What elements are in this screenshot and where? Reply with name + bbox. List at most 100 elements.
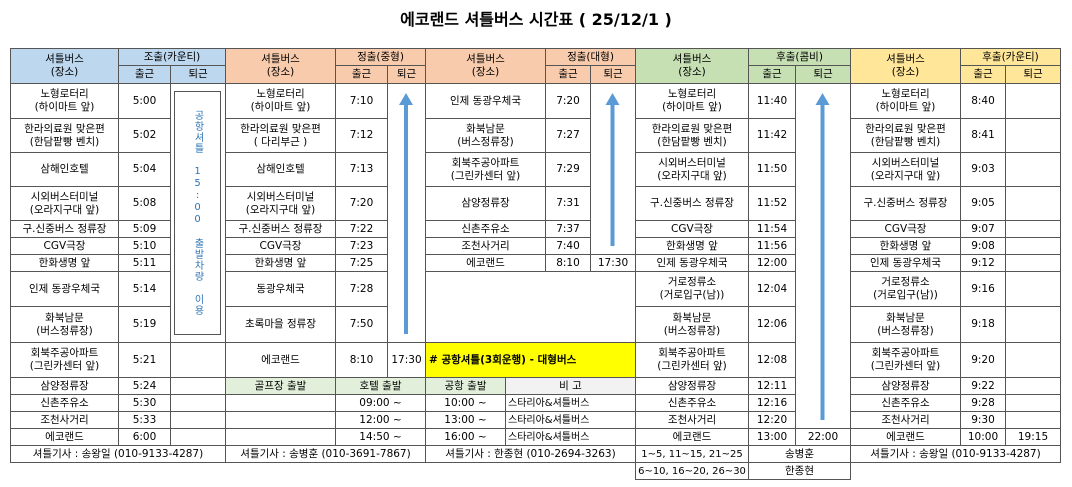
stop: 회북주공아파트 (그린카센터 앞) bbox=[10, 342, 119, 378]
driver-name: 송병훈 bbox=[748, 445, 851, 463]
stop: 화북남문 (버스정류장) bbox=[635, 306, 749, 343]
stop: 시외버스터미널 (오라지구대 앞) bbox=[10, 186, 119, 221]
shift-header: 후출(카운티) bbox=[960, 48, 1061, 66]
start-time: 8:10 bbox=[545, 254, 591, 272]
start-time: 5:00 bbox=[118, 83, 171, 119]
stop: CGV극장 bbox=[10, 237, 119, 255]
end-time bbox=[1005, 220, 1061, 238]
start-time: 11:42 bbox=[748, 118, 796, 153]
end-time bbox=[170, 342, 226, 378]
end-header: 퇴근 bbox=[795, 65, 851, 84]
start-time: 5:10 bbox=[118, 237, 171, 255]
stop-header: 셔틀버스 (장소) bbox=[10, 48, 119, 84]
start-time: 12:06 bbox=[748, 306, 796, 343]
start-time: 12:08 bbox=[748, 342, 796, 378]
end-time bbox=[170, 377, 226, 395]
start-time: 9:20 bbox=[960, 342, 1006, 378]
shift-header: 정출(중형) bbox=[335, 48, 426, 66]
sub-header: 공항 출발 bbox=[425, 377, 506, 395]
start-header: 출근 bbox=[748, 65, 796, 84]
stop: 회북주공아파트 (그린카센터 앞) bbox=[425, 152, 546, 187]
start-header: 출근 bbox=[960, 65, 1006, 84]
start-time: 7:10 bbox=[335, 83, 388, 119]
shift-header: 후출(콤비) bbox=[748, 48, 851, 66]
start-time: 7:23 bbox=[335, 237, 388, 255]
start-time: 6:00 bbox=[118, 428, 171, 446]
start-time: 7:50 bbox=[335, 306, 388, 343]
start-time: 5:09 bbox=[118, 220, 171, 238]
stop: 에코랜드 bbox=[425, 254, 546, 272]
sub-time: 09:00 ~ bbox=[335, 394, 426, 412]
start-time: 13:00 bbox=[748, 428, 796, 446]
stop: 한라의료원 맞은편 (한담팥빵 벤치) bbox=[10, 118, 119, 153]
start-time: 5:11 bbox=[118, 254, 171, 272]
stop: 구.신중버스 정류장 bbox=[635, 186, 749, 221]
notice: # 공항셔틀(3회운행) - 대형버스 bbox=[425, 342, 636, 378]
stop: 노형로터리 (하이마트 앞) bbox=[635, 83, 749, 119]
end-time bbox=[1005, 186, 1061, 221]
start-time: 7:29 bbox=[545, 152, 591, 187]
sub-blank bbox=[225, 394, 336, 412]
stop: 에코랜드 bbox=[850, 428, 961, 446]
sub-header: 호텔 출발 bbox=[335, 377, 426, 395]
stop: 신촌주유소 bbox=[635, 394, 749, 412]
start-time: 11:52 bbox=[748, 186, 796, 221]
stop: 시외버스터미널 (오라지구대 앞) bbox=[225, 186, 336, 221]
sub-remark: 스타리아&셔틀버스 bbox=[505, 428, 636, 446]
stop: 삼양정류장 bbox=[10, 377, 119, 395]
end-header: 퇴근 bbox=[1005, 65, 1061, 84]
start-time: 7:28 bbox=[335, 271, 388, 307]
start-time: 5:04 bbox=[118, 152, 171, 187]
start-time: 5:24 bbox=[118, 377, 171, 395]
end-time bbox=[170, 428, 226, 446]
start-time: 7:22 bbox=[335, 220, 388, 238]
end-time: 17:30 bbox=[387, 342, 426, 378]
shift-header: 정출(대형) bbox=[545, 48, 636, 66]
start-time: 5:21 bbox=[118, 342, 171, 378]
end-merged bbox=[795, 83, 851, 429]
stop: 삼양정류장 bbox=[635, 377, 749, 395]
start-time: 9:30 bbox=[960, 411, 1006, 429]
start-time: 11:40 bbox=[748, 83, 796, 119]
stop: 노형로터리 (하이마트 앞) bbox=[225, 83, 336, 119]
start-time: 5:14 bbox=[118, 271, 171, 307]
start-time: 8:40 bbox=[960, 83, 1006, 119]
end-merged bbox=[387, 83, 426, 343]
sub-remark: 스타리아&셔틀버스 bbox=[505, 394, 636, 412]
end-time bbox=[1005, 271, 1061, 307]
stop: 동광우체국 bbox=[225, 271, 336, 307]
driver-days: 1~5, 11~15, 21~25 bbox=[635, 445, 749, 463]
stop: CGV극장 bbox=[850, 220, 961, 238]
start-time: 9:16 bbox=[960, 271, 1006, 307]
stop: 한화생명 앞 bbox=[635, 237, 749, 255]
end-time bbox=[1005, 152, 1061, 187]
stop: 초록마을 정류장 bbox=[225, 306, 336, 343]
stop: 조천사거리 bbox=[850, 411, 961, 429]
stop: 인제 동광우체국 bbox=[850, 254, 961, 272]
driver-footer: 셔틀기사 : 송왕일 (010-9133-4287) bbox=[850, 445, 1061, 463]
shift-header: 조출(카운티) bbox=[118, 48, 226, 66]
start-time: 7:40 bbox=[545, 237, 591, 255]
stop: 화북남문 (버스정류장) bbox=[10, 306, 119, 343]
stop: 인제 동광우체국 bbox=[10, 271, 119, 307]
start-time: 10:00 bbox=[960, 428, 1006, 446]
end-time bbox=[1005, 83, 1061, 119]
sub-blank bbox=[225, 428, 336, 446]
stop-header: 셔틀버스 (장소) bbox=[635, 48, 749, 84]
stop: 시외버스터미널 (오라지구대 앞) bbox=[850, 152, 961, 187]
stop: 삼양정류장 bbox=[425, 186, 546, 221]
end-header: 퇴근 bbox=[387, 65, 426, 84]
stop: CGV극장 bbox=[635, 220, 749, 238]
stop: 구.신중버스 정류장 bbox=[850, 186, 961, 221]
start-time: 12:11 bbox=[748, 377, 796, 395]
stop: 에코랜드 bbox=[635, 428, 749, 446]
title: 에코랜드 셔틀버스 시간표 ( 25/12/1 ) bbox=[400, 10, 672, 29]
stop: 조천사거리 bbox=[635, 411, 749, 429]
end-time: 19:15 bbox=[1005, 428, 1061, 446]
start-time: 7:25 bbox=[335, 254, 388, 272]
stop: 신촌주유소 bbox=[850, 394, 961, 412]
stop: 회북주공아파트 (그린카센터 앞) bbox=[635, 342, 749, 378]
stop-header: 셔틀버스 (장소) bbox=[425, 48, 546, 84]
start-time: 12:20 bbox=[748, 411, 796, 429]
